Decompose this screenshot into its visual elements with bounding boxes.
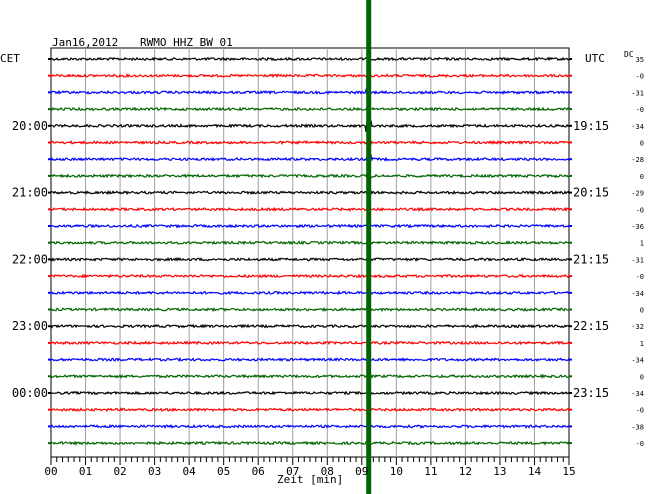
dc-offset-label: -0 — [636, 440, 644, 448]
dc-header-label: DC — [624, 50, 634, 59]
x-tick-label: 15 — [562, 465, 575, 478]
trace-line — [50, 206, 570, 212]
trace-group — [48, 0, 572, 494]
dc-offset-label: -0 — [636, 273, 644, 281]
left-hour-label: 23:00 — [12, 319, 48, 333]
dc-offset-label: -31 — [631, 256, 644, 264]
trace-line — [50, 137, 570, 147]
dc-offset-label: -0 — [636, 206, 644, 214]
dc-offset-label: 0 — [640, 173, 644, 181]
trace-line — [50, 356, 570, 363]
trace-line — [50, 153, 570, 164]
x-axis-title: Zeit [min] — [277, 473, 343, 486]
x-tick-label: 07 — [286, 465, 299, 478]
trace-line — [50, 373, 570, 380]
dc-offset-label: -38 — [631, 423, 644, 431]
right-hour-label: 21:15 — [573, 252, 609, 266]
label-group: 00 01 02 03 04 05 06 07 08 09 10 11 12 13 14 1520:0021:… — [12, 56, 644, 478]
x-tick-label: 00 — [44, 465, 57, 478]
left-timezone-label: CET — [0, 52, 20, 65]
x-tick-label: 10 — [390, 465, 403, 478]
right-hour-label: 19:15 — [573, 119, 609, 133]
trace-line — [50, 290, 570, 296]
dc-offset-label: 0 — [640, 373, 644, 381]
trace-line — [50, 407, 570, 413]
x-tick-label: 13 — [493, 465, 506, 478]
x-tick-label: 11 — [424, 465, 437, 478]
chart-station-label: RWMO HHZ BW 01 — [140, 36, 233, 49]
x-tick-label: 06 — [252, 465, 265, 478]
right-hour-label: 20:15 — [573, 186, 609, 200]
x-tick-label: 08 — [321, 465, 334, 478]
dc-offset-label: -0 — [636, 73, 644, 81]
left-hour-label: 21:00 — [12, 186, 48, 200]
dc-offset-label: -31 — [631, 89, 644, 97]
trace-line — [50, 223, 570, 229]
trace-line — [50, 87, 570, 95]
trace-line — [50, 73, 570, 79]
dc-offset-label: 0 — [640, 140, 644, 148]
x-tick-label: 01 — [79, 465, 92, 478]
left-hour-label: 22:00 — [12, 252, 48, 266]
x-tick-label: 09 — [355, 465, 368, 478]
dc-offset-label: 35 — [636, 56, 644, 64]
dc-offset-label: -36 — [631, 223, 644, 231]
trace-line — [50, 120, 570, 132]
dc-offset-label: -0 — [636, 407, 644, 415]
trace-line — [50, 306, 570, 313]
dc-offset-label: -29 — [631, 190, 644, 198]
x-tick-label: 02 — [113, 465, 126, 478]
x-tick-label: 05 — [217, 465, 230, 478]
dc-offset-label: -34 — [631, 357, 644, 365]
dc-offset-label: -28 — [631, 156, 644, 164]
right-hour-label: 22:15 — [573, 319, 609, 333]
dc-offset-label: -34 — [631, 123, 644, 131]
dc-offset-label: -0 — [636, 106, 644, 114]
trace-line — [50, 189, 570, 196]
dc-offset-label: 1 — [640, 340, 644, 348]
trace-line — [50, 56, 570, 62]
chart-date-label: Jan16,2012 — [52, 36, 118, 49]
trace-line — [50, 273, 570, 279]
trace-line — [50, 424, 570, 429]
left-hour-label: 00:00 — [12, 386, 48, 400]
trace-line — [50, 256, 570, 262]
trace-line — [50, 105, 570, 112]
trace-line — [50, 440, 570, 446]
dc-offset-label: -32 — [631, 323, 644, 331]
trace-line — [50, 340, 570, 346]
right-hour-label: 23:15 — [573, 386, 609, 400]
dc-offset-label: 0 — [640, 307, 644, 315]
x-tick-label: 03 — [148, 465, 161, 478]
trace-line — [50, 390, 570, 396]
chart-grid — [50, 47, 570, 465]
right-timezone-label: UTC — [585, 52, 605, 65]
dc-offset-label: 1 — [640, 240, 644, 248]
x-tick-label: 12 — [459, 465, 472, 478]
x-tick-label: 14 — [528, 465, 542, 478]
dc-offset-label: -34 — [631, 290, 644, 298]
trace-line — [50, 240, 570, 246]
left-hour-label: 20:00 — [12, 119, 48, 133]
dc-offset-label: -34 — [631, 390, 644, 398]
trace-line — [50, 323, 570, 329]
x-tick-label: 04 — [183, 465, 197, 478]
trace-line — [50, 172, 570, 179]
